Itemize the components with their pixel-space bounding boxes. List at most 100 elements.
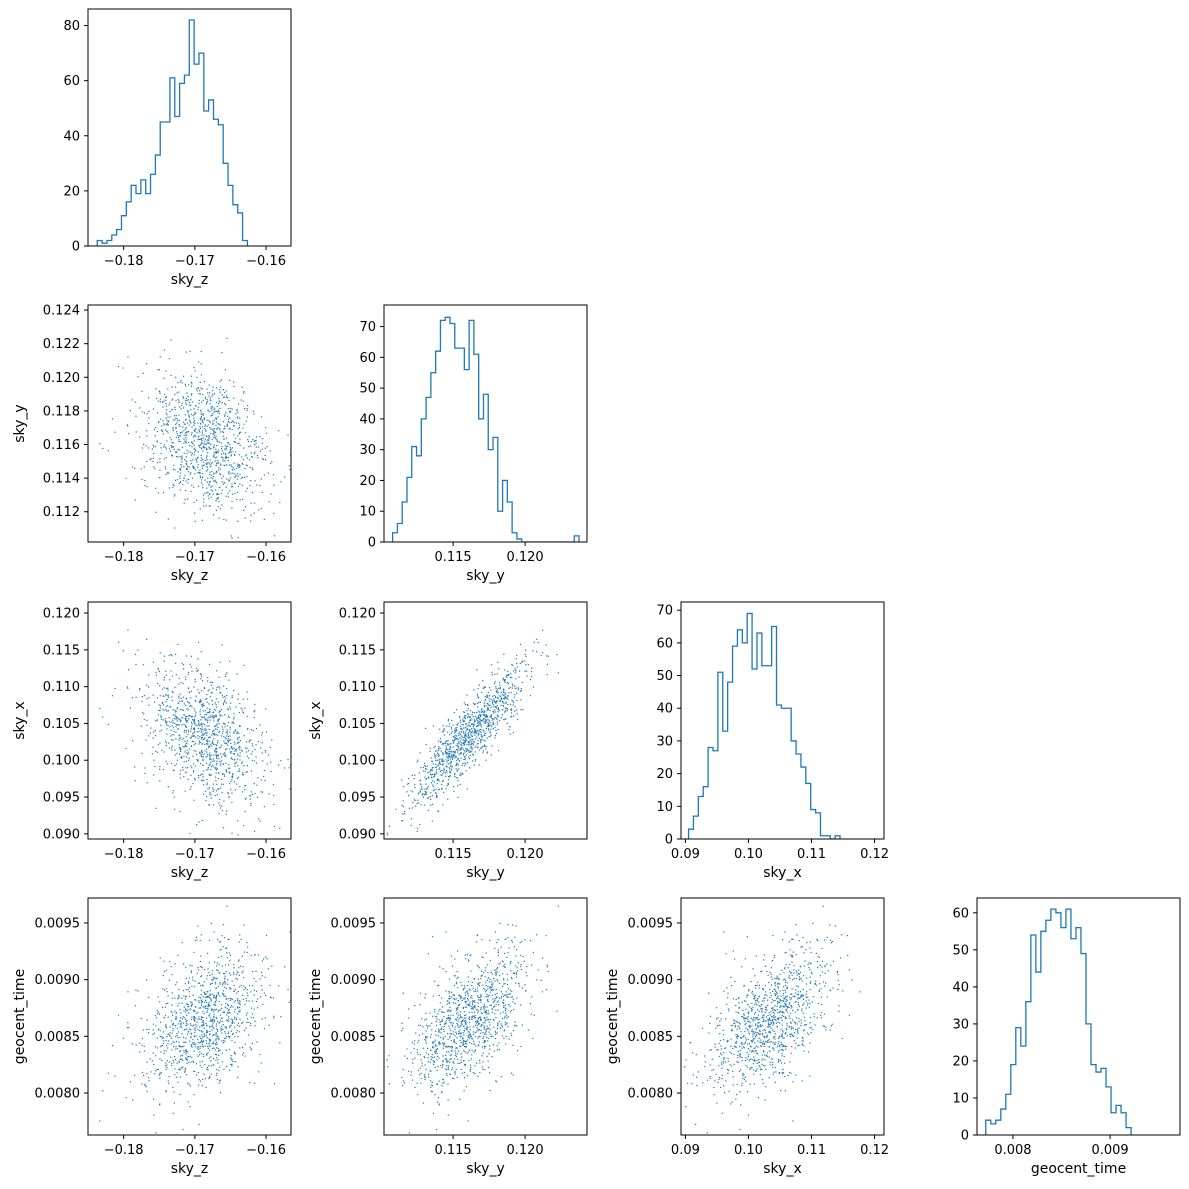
scatter-point xyxy=(251,743,253,745)
scatter-point xyxy=(483,718,485,720)
scatter-point xyxy=(479,728,481,731)
scatter-point xyxy=(165,396,167,398)
scatter-point xyxy=(173,1042,175,1044)
scatter-point xyxy=(188,1028,190,1030)
scatter-point xyxy=(198,743,200,745)
scatter-point xyxy=(512,685,514,687)
scatter-point xyxy=(476,693,478,695)
panel-geocent_time-vs-sky_z-ylabel: geocent_time xyxy=(12,969,28,1064)
scatter-point xyxy=(177,1005,179,1007)
scatter-point xyxy=(198,724,201,726)
scatter-point xyxy=(171,1062,173,1064)
scatter-point xyxy=(218,711,220,713)
scatter-point xyxy=(190,705,192,707)
scatter-point xyxy=(236,410,238,412)
scatter-point xyxy=(165,708,167,711)
scatter-point xyxy=(111,418,114,420)
scatter-point xyxy=(199,699,201,701)
scatter-point xyxy=(229,782,231,785)
scatter-point xyxy=(220,379,223,381)
scatter-point xyxy=(184,724,187,727)
scatter-point xyxy=(500,704,502,706)
scatter-point xyxy=(447,740,449,742)
scatter-point xyxy=(253,716,255,719)
scatter-point xyxy=(239,739,242,742)
scatter-point xyxy=(168,1075,170,1078)
scatter-point xyxy=(179,1050,181,1052)
scatter-point xyxy=(483,706,486,708)
scatter-point xyxy=(498,700,501,702)
scatter-point xyxy=(191,985,193,987)
scatter-point xyxy=(460,757,462,759)
scatter-point xyxy=(453,751,456,753)
scatter-point xyxy=(161,1036,163,1038)
scatter-point xyxy=(241,462,243,464)
scatter-point xyxy=(229,987,231,989)
scatter-point xyxy=(193,951,195,954)
scatter-point xyxy=(180,1055,182,1057)
scatter-point xyxy=(207,690,209,692)
scatter-point xyxy=(473,741,475,743)
scatter-point xyxy=(143,466,145,468)
scatter-point xyxy=(188,415,190,417)
scatter-point xyxy=(223,1068,225,1071)
scatter-point xyxy=(168,487,171,489)
scatter-point xyxy=(99,707,101,710)
scatter-point xyxy=(247,698,249,700)
scatter-point xyxy=(206,697,208,700)
scatter-point xyxy=(250,991,252,993)
scatter-point xyxy=(229,1035,231,1038)
scatter-point xyxy=(205,799,207,802)
scatter-point xyxy=(213,411,215,413)
scatter-point xyxy=(186,1059,188,1061)
scatter-point xyxy=(239,473,241,476)
scatter-point xyxy=(182,668,185,670)
panel-sky_x-vs-sky_y-ytick-label: 0.110 xyxy=(339,680,376,695)
scatter-point xyxy=(450,742,452,745)
scatter-point xyxy=(218,772,220,774)
scatter-point xyxy=(172,792,174,794)
scatter-point xyxy=(212,1026,214,1028)
scatter-point xyxy=(260,507,262,510)
panel-sky_x-vs-sky_x-ytick-label: 60 xyxy=(656,636,673,651)
scatter-point xyxy=(447,1060,449,1062)
scatter-point xyxy=(147,1032,150,1034)
scatter-point xyxy=(211,715,213,717)
scatter-point xyxy=(150,727,152,729)
scatter-point xyxy=(206,442,208,444)
scatter-point xyxy=(469,729,471,731)
scatter-point xyxy=(229,417,231,419)
scatter-point xyxy=(192,1061,195,1064)
scatter-point xyxy=(216,742,219,744)
scatter-point xyxy=(152,457,154,460)
scatter-point xyxy=(402,992,404,994)
scatter-point xyxy=(431,820,433,822)
scatter-point xyxy=(255,756,257,758)
scatter-point xyxy=(187,1051,189,1053)
scatter-point xyxy=(143,718,145,721)
scatter-point xyxy=(203,770,205,772)
scatter-point xyxy=(218,1080,221,1082)
scatter-point xyxy=(224,755,226,757)
scatter-point xyxy=(453,786,455,788)
scatter-point xyxy=(239,770,241,772)
scatter-point xyxy=(172,1040,174,1043)
scatter-point xyxy=(208,441,210,444)
scatter-point xyxy=(208,997,210,999)
scatter-point xyxy=(198,1054,201,1056)
scatter-point xyxy=(153,428,156,431)
scatter-point xyxy=(223,994,225,996)
scatter-point xyxy=(498,681,501,684)
scatter-point xyxy=(190,460,192,462)
scatter-point xyxy=(190,381,192,384)
scatter-point xyxy=(259,484,261,487)
scatter-point xyxy=(227,496,229,498)
scatter-point xyxy=(454,998,456,1001)
scatter-point xyxy=(471,1002,474,1004)
scatter-point xyxy=(469,1034,471,1036)
scatter-point xyxy=(250,729,252,731)
scatter-point xyxy=(216,760,218,762)
scatter-point xyxy=(216,750,218,753)
scatter-point xyxy=(493,1026,495,1028)
scatter-point xyxy=(225,519,227,521)
